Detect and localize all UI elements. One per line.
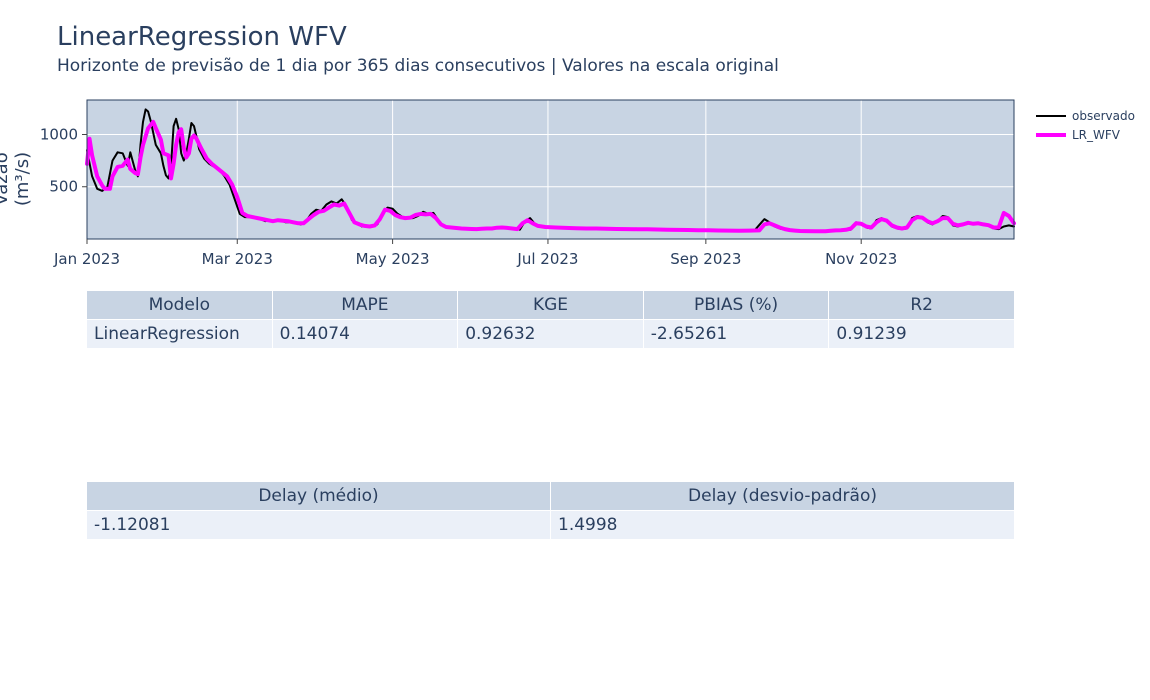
metrics-table: Modelo MAPE KGE PBIAS (%) R2 LinearRegre… — [86, 290, 1015, 349]
legend-swatch-lr-wfv — [1036, 132, 1066, 137]
header-kge: KGE — [457, 290, 644, 320]
delay-table: Delay (médio) Delay (desvio-padrão) -1.1… — [86, 481, 1015, 540]
legend-label-lr-wfv: LR_WFV — [1072, 127, 1120, 142]
y-axis-label: Vazão (m³/s) — [0, 151, 33, 207]
chart-title: LinearRegression WFV — [57, 22, 347, 52]
x-tick-label: May 2023 — [356, 250, 430, 268]
cell-kge: 0.92632 — [457, 319, 644, 349]
header-delay-mean: Delay (médio) — [86, 481, 551, 511]
axis-ticks: Jan 2023 Mar 2023 May 2023 Jul 2023 Sep 2023… — [40, 125, 897, 268]
header-modelo: Modelo — [86, 290, 273, 320]
legend: observado LR_WFV — [1036, 106, 1135, 144]
cell-modelo: LinearRegression — [86, 319, 273, 349]
x-tick-label: Jul 2023 — [516, 250, 578, 268]
header-mape: MAPE — [271, 290, 459, 320]
series-lines — [85, 108, 1016, 234]
legend-swatch-observado — [1036, 114, 1066, 117]
metrics-header-row: Modelo MAPE KGE PBIAS (%) R2 — [86, 290, 1015, 320]
cell-pbias: -2.65261 — [642, 319, 830, 349]
x-tick-label: Jan 2023 — [53, 250, 120, 268]
delay-header-row: Delay (médio) Delay (desvio-padrão) — [86, 481, 1015, 511]
header-pbias: PBIAS (%) — [642, 290, 830, 320]
x-tick-label: Mar 2023 — [202, 250, 273, 268]
x-tick-label: Nov 2023 — [825, 250, 897, 268]
cell-mape: 0.14074 — [271, 319, 459, 349]
y-tick-label: 500 — [49, 178, 78, 196]
chart-subtitle: Horizonte de previsão de 1 dia por 365 d… — [57, 56, 779, 76]
legend-item-lr-wfv[interactable]: LR_WFV — [1036, 125, 1135, 144]
table-row: -1.12081 1.4998 — [86, 510, 1015, 540]
cell-delay-mean: -1.12081 — [86, 510, 551, 540]
header-delay-std: Delay (desvio-padrão) — [550, 481, 1015, 511]
grid-lines — [87, 100, 1014, 239]
x-tick-label: Sep 2023 — [670, 250, 741, 268]
series-line-lr-wfv — [85, 119, 1016, 234]
cell-r2: 0.91239 — [828, 319, 1015, 349]
legend-label-observado: observado — [1072, 108, 1135, 123]
plot-area — [87, 100, 1014, 239]
cell-delay-std: 1.4998 — [550, 510, 1015, 540]
y-tick-label: 1000 — [40, 125, 78, 143]
line-chart: Jan 2023 Mar 2023 May 2023 Jul 2023 Sep 2023… — [40, 99, 1016, 268]
table-row: LinearRegression 0.14074 0.92632 -2.6526… — [86, 319, 1015, 349]
plot-border — [86, 99, 1015, 240]
header-r2: R2 — [828, 290, 1015, 320]
legend-item-observado[interactable]: observado — [1036, 106, 1135, 125]
